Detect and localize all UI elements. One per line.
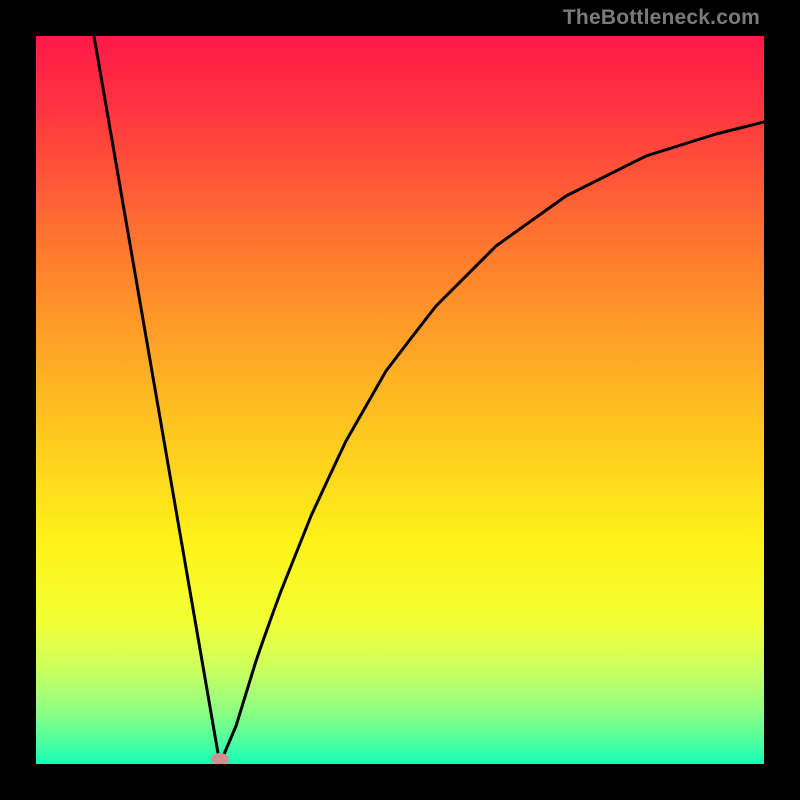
bottleneck-curve-svg: [36, 36, 764, 764]
minimum-marker: [211, 753, 229, 764]
plot-area: [36, 36, 764, 764]
watermark-text: TheBottleneck.com: [563, 6, 760, 30]
bottleneck-curve-path: [94, 36, 764, 759]
chart-container: TheBottleneck.com: [0, 0, 800, 800]
